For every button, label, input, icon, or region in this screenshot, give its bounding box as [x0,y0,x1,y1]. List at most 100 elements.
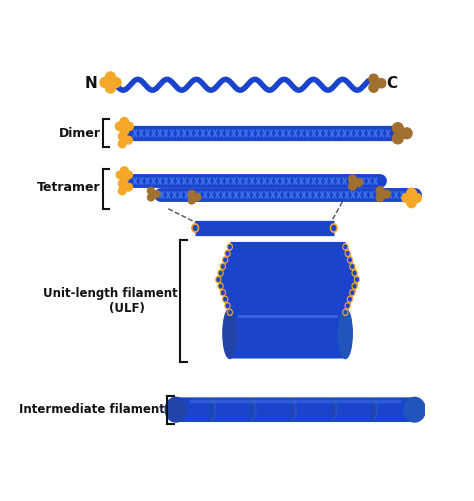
Ellipse shape [228,309,232,315]
Ellipse shape [216,277,221,283]
Ellipse shape [224,258,227,262]
Ellipse shape [350,264,355,270]
Text: Tetramer: Tetramer [37,181,100,194]
Ellipse shape [352,283,357,289]
Circle shape [120,175,128,183]
Ellipse shape [223,296,228,302]
Circle shape [369,74,378,84]
Circle shape [408,194,415,201]
Circle shape [188,197,195,204]
Circle shape [369,83,378,92]
Circle shape [125,171,132,179]
Circle shape [118,180,126,187]
Circle shape [150,191,155,197]
Ellipse shape [218,283,223,289]
Circle shape [401,128,412,139]
Circle shape [106,83,116,93]
Circle shape [376,186,384,194]
Ellipse shape [224,298,227,301]
Ellipse shape [228,244,232,250]
Circle shape [373,80,380,87]
Ellipse shape [345,303,350,309]
Ellipse shape [192,224,199,232]
Circle shape [355,179,363,186]
Circle shape [352,180,357,185]
Ellipse shape [344,245,346,248]
Ellipse shape [193,225,197,230]
Ellipse shape [225,250,230,257]
Ellipse shape [348,258,351,262]
FancyBboxPatch shape [230,309,346,359]
Circle shape [377,79,386,88]
Ellipse shape [228,245,231,248]
Circle shape [106,72,116,82]
Ellipse shape [219,272,222,275]
Circle shape [407,188,416,197]
Circle shape [153,191,160,197]
Ellipse shape [356,278,358,281]
Ellipse shape [350,290,355,296]
Circle shape [121,184,128,190]
Ellipse shape [351,291,354,295]
Circle shape [147,187,155,194]
Circle shape [116,122,124,131]
Circle shape [407,198,416,207]
Ellipse shape [225,303,230,309]
Circle shape [188,190,195,197]
Text: C: C [386,76,397,91]
Circle shape [120,117,128,126]
Ellipse shape [338,309,352,359]
Ellipse shape [352,270,357,276]
Ellipse shape [165,397,187,422]
Circle shape [125,122,133,131]
Ellipse shape [332,225,336,230]
Ellipse shape [218,270,223,276]
Circle shape [118,133,126,140]
FancyBboxPatch shape [176,397,415,422]
Ellipse shape [346,252,349,255]
Circle shape [194,194,201,200]
Circle shape [402,193,411,202]
Ellipse shape [223,309,237,359]
Circle shape [392,123,403,134]
Circle shape [348,182,356,190]
Ellipse shape [343,244,348,250]
Ellipse shape [221,291,224,295]
Ellipse shape [353,285,356,288]
Circle shape [121,172,128,178]
Ellipse shape [348,298,351,301]
Text: Dimer: Dimer [58,127,100,140]
Circle shape [412,193,421,202]
Ellipse shape [347,296,352,302]
Circle shape [121,123,128,130]
Ellipse shape [221,265,224,268]
Ellipse shape [355,277,359,283]
Circle shape [379,191,385,197]
Text: Unit-length filament
        (ULF): Unit-length filament (ULF) [43,287,177,315]
Circle shape [125,136,132,144]
Circle shape [107,79,114,86]
Ellipse shape [346,304,349,308]
Ellipse shape [226,252,229,255]
Circle shape [100,78,110,88]
Ellipse shape [345,250,350,257]
Circle shape [376,194,384,201]
Ellipse shape [217,278,219,281]
Ellipse shape [353,272,356,275]
Circle shape [392,133,403,144]
Circle shape [125,183,132,191]
Ellipse shape [344,311,346,314]
Text: Intermediate filament: Intermediate filament [18,403,164,416]
Circle shape [383,190,391,198]
Circle shape [120,127,128,135]
Ellipse shape [351,265,354,268]
Circle shape [118,140,126,148]
Circle shape [111,78,121,88]
Ellipse shape [223,257,228,263]
Ellipse shape [220,264,225,270]
Circle shape [118,187,126,195]
Circle shape [116,171,124,179]
Circle shape [348,175,356,183]
Circle shape [121,137,128,143]
Circle shape [397,129,405,137]
